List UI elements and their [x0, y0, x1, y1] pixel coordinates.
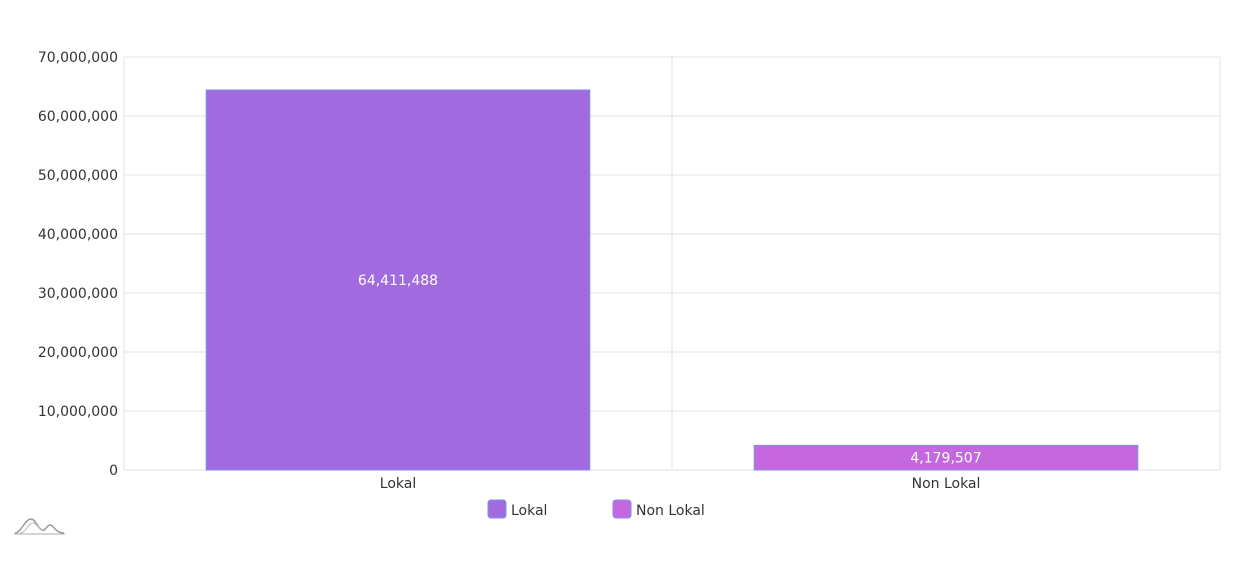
data-label: 64,411,488: [358, 273, 438, 289]
x-tick-label: Lokal: [380, 476, 416, 492]
legend-label: Non Lokal: [636, 503, 705, 519]
bar: [205, 89, 591, 471]
legend-item[interactable]: Non Lokal: [612, 499, 705, 519]
bar: [753, 444, 1139, 471]
legend-item[interactable]: Lokal: [487, 499, 547, 519]
amcharts-logo-icon: [14, 518, 65, 535]
data-label: 4,179,507: [910, 451, 981, 467]
legend-swatch: [612, 499, 632, 519]
y-tick-label: 20,000,000: [38, 345, 118, 361]
y-tick-label: 60,000,000: [38, 109, 118, 125]
y-tick-label: 50,000,000: [38, 168, 118, 184]
legend-label: Lokal: [511, 503, 547, 519]
x-tick-label: Non Lokal: [912, 476, 981, 492]
bars: 64,411,488 4,179,507: [205, 89, 1139, 471]
legend-swatch: [487, 499, 507, 519]
y-tick-label: 0: [109, 463, 118, 479]
y-axis: 0 10,000,000 20,000,000 30,000,000 40,000,00…: [38, 50, 118, 479]
y-tick-label: 70,000,000: [38, 50, 118, 66]
legend: Lokal Non Lokal: [487, 499, 705, 519]
y-tick-label: 40,000,000: [38, 227, 118, 243]
y-tick-label: 30,000,000: [38, 286, 118, 302]
y-tick-label: 10,000,000: [38, 404, 118, 420]
x-axis: Lokal Non Lokal: [380, 476, 981, 492]
